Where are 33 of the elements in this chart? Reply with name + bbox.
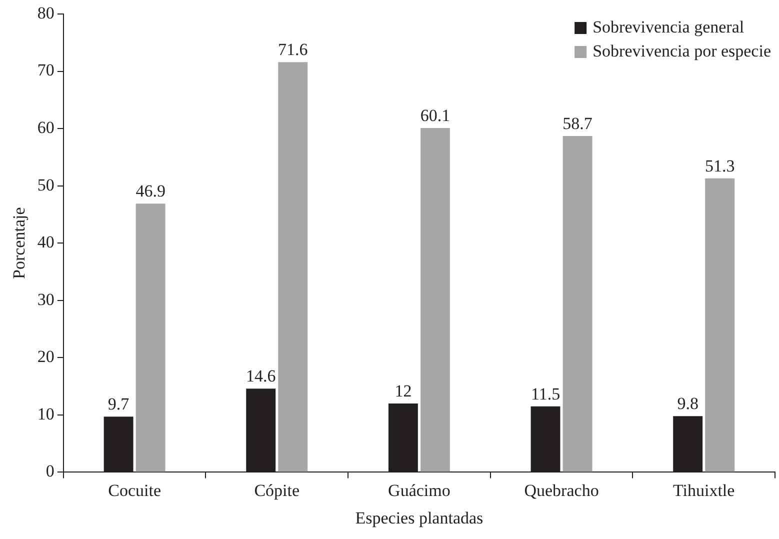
y-tick-label: 70 <box>37 60 54 80</box>
data-label: 12 <box>394 381 412 400</box>
y-axis-title: Porcentaje <box>10 207 29 279</box>
y-tick-label: 40 <box>37 232 54 252</box>
data-label: 71.6 <box>278 40 308 60</box>
y-tick-label: 80 <box>37 3 54 22</box>
data-label: 51.3 <box>704 156 735 176</box>
x-tick-label: Tihuixtle <box>672 480 735 500</box>
data-label: 46.9 <box>136 182 166 201</box>
y-tick-label: 30 <box>37 290 54 309</box>
data-label: 60.1 <box>420 106 450 125</box>
y-tick-label: 0 <box>46 462 54 481</box>
data-label: 9.8 <box>677 394 698 414</box>
bar <box>136 204 166 472</box>
data-label: 58.7 <box>562 114 593 133</box>
bar <box>278 62 308 472</box>
x-tick-label: Guácimo <box>388 480 450 500</box>
y-tick-label: 50 <box>37 175 54 194</box>
data-label: 9.7 <box>108 394 130 414</box>
data-label: 14.6 <box>246 366 276 386</box>
bar <box>705 178 735 472</box>
y-tick-label: 10 <box>37 404 54 424</box>
y-tick-label: 60 <box>37 118 54 138</box>
x-tick-label: Cocuite <box>108 480 162 500</box>
bar <box>420 128 450 472</box>
y-tick-label: 20 <box>37 347 54 366</box>
legend-label: Sobrevivencia general <box>592 17 744 36</box>
data-label: 11.5 <box>530 384 560 404</box>
legend-label: Sobrevivencia por especie <box>592 41 772 60</box>
bar <box>562 136 592 472</box>
x-axis-title: Especies plantadas <box>355 508 484 528</box>
x-tick-label: Quebracho <box>524 480 599 500</box>
x-tick-label: Cópite <box>254 480 300 500</box>
